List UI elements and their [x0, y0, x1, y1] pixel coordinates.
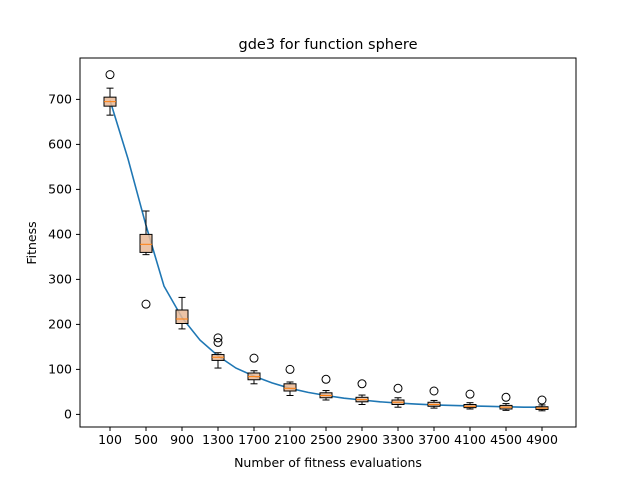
axes-frame [79, 57, 577, 428]
box-flier [249, 353, 259, 363]
y-tick-label: 600 [48, 136, 72, 151]
box-flier [321, 374, 331, 384]
box-flier [105, 70, 115, 80]
box [175, 309, 189, 324]
x-tick-label: 2900 [346, 432, 378, 447]
x-tick-label: 4500 [490, 432, 522, 447]
y-tick-label: 100 [48, 361, 72, 376]
x-tick-label: 500 [134, 432, 158, 447]
x-tick-label: 2100 [274, 432, 306, 447]
box [139, 233, 153, 253]
y-tick-label: 300 [48, 271, 72, 286]
y-tick-label: 200 [48, 316, 72, 331]
box-flier [537, 395, 547, 405]
box-flier [285, 364, 295, 374]
box-flier [357, 379, 367, 389]
x-tick-label: 3300 [382, 432, 414, 447]
x-tick-label: 1300 [202, 432, 234, 447]
x-tick-label: 1700 [238, 432, 270, 447]
box-flier [465, 389, 475, 399]
y-tick-label: 500 [48, 181, 72, 196]
box-flier [393, 383, 403, 393]
x-tick-label: 4100 [454, 432, 486, 447]
y-axis-label: Fitness [24, 221, 39, 264]
x-tick-label: 4900 [526, 432, 558, 447]
chart-title: gde3 for function sphere [239, 37, 418, 53]
series-line [109, 100, 542, 409]
y-tick-label: 700 [48, 91, 72, 106]
box-flier [501, 392, 511, 402]
x-axis-label: Number of fitness evaluations [234, 455, 422, 470]
x-tick-label: 100 [98, 432, 122, 447]
box-flier [213, 337, 223, 347]
x-tick-label: 900 [170, 432, 194, 447]
y-tick-label: 0 [64, 406, 72, 421]
plot-area: 0 100 200 300 400 500 600 700 100 500 900 1300 1700 2… [48, 57, 577, 447]
box-flier [213, 333, 223, 343]
x-tick-label: 2500 [310, 432, 342, 447]
y-tick-label: 400 [48, 226, 72, 241]
x-tick-label: 3700 [418, 432, 450, 447]
box [283, 383, 297, 392]
box-flier [141, 299, 151, 309]
box-flier [429, 386, 439, 396]
